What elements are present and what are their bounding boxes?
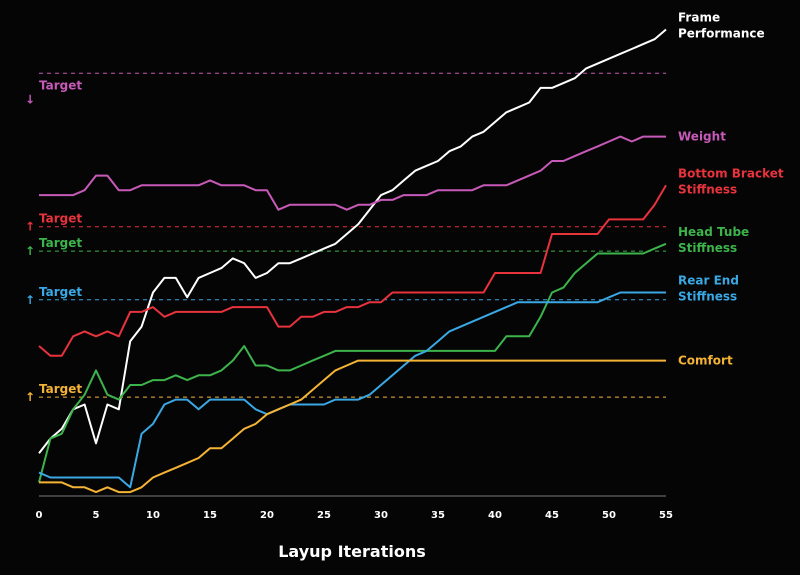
x-tick-label: 15: [203, 510, 217, 521]
x-tick-label: 25: [317, 510, 331, 521]
series-label-head-tube-stiffness: Head Tube Stiffness: [678, 225, 749, 255]
x-tick-label: 20: [260, 510, 274, 521]
target-up-arrow-icon: ↑: [25, 390, 35, 404]
target-label: Target: [39, 236, 82, 250]
series-line-bottom-bracket-stiffness: [38, 184, 667, 357]
target-label: Target: [39, 285, 82, 299]
x-tick-label: 40: [488, 510, 502, 521]
target-up-arrow-icon: ↑: [25, 244, 35, 258]
target-label: Target: [39, 382, 82, 396]
x-tick-label: 50: [602, 510, 616, 521]
series-line-rear-end-stiffness: [38, 291, 666, 489]
series-line-weight: [39, 135, 666, 211]
x-tick-label: 55: [659, 510, 673, 521]
target-lines: ↓ Target ↑ Target ↑ Target ↑ Target ↑ Target: [25, 72, 666, 404]
series-label-frame-performance: Frame Performance: [678, 10, 765, 40]
series-label-bottom-bracket-stiffness: Bottom Bracket Stiffness: [678, 166, 784, 196]
x-tick-label: 0: [36, 510, 43, 521]
target-down-arrow-icon: ↓: [25, 92, 35, 106]
series-lines: [38, 28, 667, 494]
x-tick-label: 5: [93, 510, 100, 521]
series-line-comfort: [39, 359, 666, 494]
series-label-weight: Weight: [678, 130, 726, 144]
target-label: Target: [39, 78, 82, 92]
x-axis-ticks: 0 5 10 15 20 25 30 35 40 45 50 55: [36, 510, 673, 521]
series-label-rear-end-stiffness: Rear End Stiffness: [678, 273, 739, 303]
target-label: Target: [39, 212, 82, 226]
x-tick-label: 10: [146, 510, 160, 521]
series-label-comfort: Comfort: [678, 354, 733, 368]
series-labels: Frame Performance Weight Bottom Bracket Stif…: [678, 10, 784, 367]
x-tick-label: 45: [545, 510, 559, 521]
series-line-head-tube-stiffness: [38, 242, 667, 483]
x-axis-label: Layup Iterations: [278, 542, 426, 561]
x-tick-label: 30: [374, 510, 388, 521]
series-line-frame-performance: [38, 28, 667, 454]
target-up-arrow-icon: ↑: [25, 293, 35, 307]
target-up-arrow-icon: ↑: [25, 220, 35, 234]
x-tick-label: 35: [431, 510, 445, 521]
